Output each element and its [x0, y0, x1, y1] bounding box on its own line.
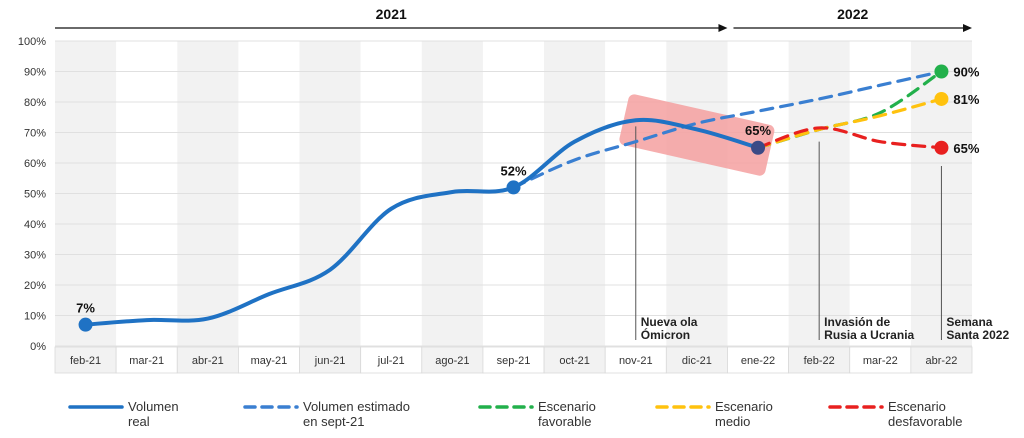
x-tick-label: jun-21 [314, 355, 346, 367]
x-tick-label: abr-21 [192, 355, 224, 367]
legend-label: Escenario [538, 399, 596, 414]
legend-label: Volumen estimado [303, 399, 410, 414]
data-point [934, 140, 949, 155]
legend-label: medio [715, 414, 750, 429]
data-point [934, 91, 949, 106]
legend-label: Escenario [888, 399, 946, 414]
x-category-box [727, 346, 790, 374]
y-tick-label: 30% [24, 250, 46, 262]
y-tick-label: 60% [24, 158, 46, 170]
y-tick-label: 40% [24, 219, 46, 231]
period-label: 2022 [837, 6, 868, 22]
y-tick-label: 80% [24, 97, 46, 109]
x-category-box [54, 346, 117, 374]
annotation-text: Ómicron [641, 327, 690, 342]
annotation-text: Semana [946, 315, 992, 329]
y-tick-label: 0% [30, 341, 46, 353]
x-category-box [788, 346, 851, 374]
x-category-box [604, 346, 667, 374]
x-category-box [360, 346, 423, 374]
y-tick-label: 100% [18, 36, 46, 48]
data-point [506, 180, 521, 195]
series-line-1 [511, 69, 944, 189]
x-tick-label: oct-21 [559, 355, 590, 367]
highlight-band [619, 94, 775, 176]
y-tick-label: 70% [24, 128, 46, 140]
data-label: 65% [953, 141, 979, 156]
data-point [934, 64, 949, 79]
y-tick-label: 10% [24, 311, 46, 323]
x-tick-label: dic-21 [682, 355, 712, 367]
series-line-3 [756, 97, 944, 150]
y-tick-label: 20% [24, 280, 46, 292]
y-tick-label: 90% [24, 67, 46, 79]
data-label: 7% [76, 301, 95, 316]
legend-label: en sept-21 [303, 414, 364, 429]
x-tick-label: mar-21 [129, 355, 164, 367]
legend-label: real [128, 414, 150, 429]
x-category-box [482, 346, 545, 374]
series-line-4 [756, 126, 944, 150]
period-label: 2021 [376, 6, 407, 22]
annotation-text: Rusia a Ucrania [824, 328, 914, 342]
legend-label: Escenario [715, 399, 773, 414]
legend-label: desfavorable [888, 414, 962, 429]
data-label: 90% [953, 65, 979, 80]
data-point [751, 140, 766, 155]
annotation-text: Santa 2022 [946, 328, 1009, 342]
period-arrowhead [963, 24, 972, 32]
x-tick-label: sep-21 [497, 355, 531, 367]
x-tick-label: may-21 [251, 355, 288, 367]
x-category-box [543, 346, 606, 374]
data-label: 81% [953, 92, 979, 107]
x-category-box [115, 346, 178, 374]
annotation-text: Nueva ola [641, 315, 698, 329]
x-tick-label: feb-22 [804, 355, 835, 367]
x-tick-label: nov-21 [619, 355, 653, 367]
x-category-box [910, 346, 973, 374]
x-tick-label: ago-21 [435, 355, 469, 367]
annotation-text: Invasión de [824, 315, 890, 329]
x-tick-label: ene-22 [741, 355, 775, 367]
x-tick-label: mar-22 [863, 355, 898, 367]
period-arrowhead [718, 24, 728, 32]
x-category-box [849, 346, 912, 374]
y-tick-label: 50% [24, 189, 46, 201]
data-label: 65% [745, 123, 771, 138]
data-point [78, 317, 93, 332]
legend-label: Volumen [128, 399, 179, 414]
legend-label: favorable [538, 414, 591, 429]
x-tick-label: abr-22 [926, 355, 958, 367]
series-line-0 [83, 117, 761, 327]
data-label: 52% [500, 163, 526, 178]
x-tick-label: feb-21 [70, 355, 101, 367]
x-tick-label: jul-21 [377, 355, 405, 367]
x-category-box [421, 346, 484, 374]
